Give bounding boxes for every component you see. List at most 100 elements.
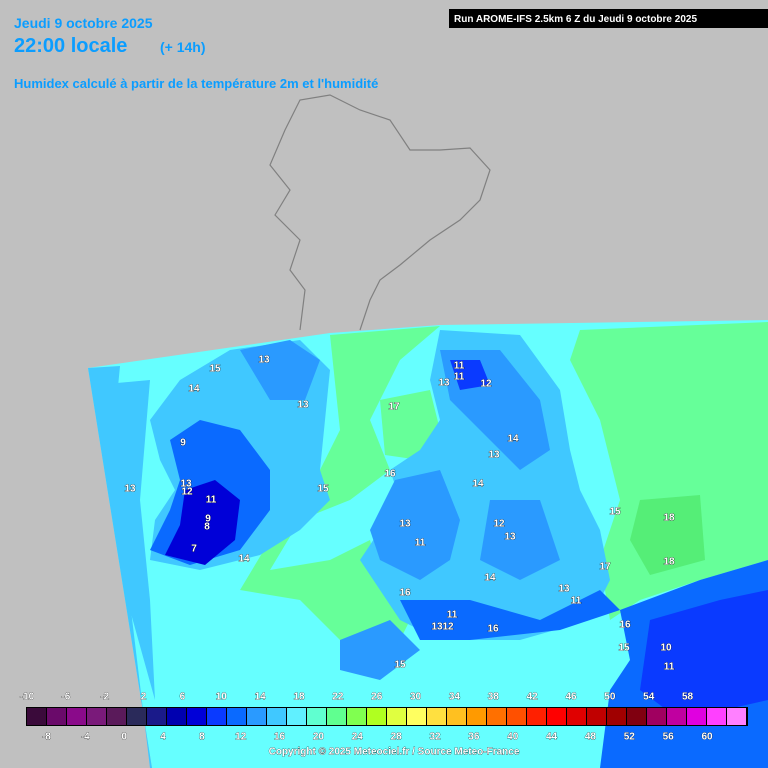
colorbar-label: 18 [293,692,305,703]
land-cool [340,620,420,680]
contour-label: 17 [388,402,400,413]
contour-label: 13 [431,622,443,633]
contour-label: 15 [209,364,221,375]
colorbar-label: -4 [81,732,90,743]
colorbar-swatch [647,708,666,725]
colorbar-label: 58 [682,692,694,703]
contour-label: 16 [399,588,411,599]
colorbar-swatch [287,708,306,725]
colorbar-swatch [347,708,366,725]
contour-label: 13 [504,532,516,543]
colorbar-label: 2 [141,692,147,703]
colorbar-label: 30 [410,692,422,703]
colorbar-label: -10 [20,692,35,703]
colorbar-label: 56 [663,732,675,743]
contour-label: 14 [484,573,496,584]
contour-label: 12 [181,487,193,498]
copyright: Copyright © 2025 Meteociel.fr / Source M… [269,747,520,758]
contour-label: 13 [297,400,309,411]
colorbar-label: 28 [391,732,403,743]
warm-area [630,495,705,575]
colorbar-swatch [467,708,486,725]
contour-label: 13 [258,355,270,366]
colorbar-swatch [507,708,526,725]
contour-label: 13 [399,519,411,530]
colorbar-swatch [627,708,646,725]
sea-area [95,380,155,700]
land-cold [400,590,620,640]
contour-label: 13 [180,479,192,490]
contour-label: 14 [238,554,250,565]
colorbar-label: 38 [488,692,500,703]
colorbar-label: 14 [255,692,267,703]
colorbar-label: 46 [565,692,577,703]
colorbar-swatch [207,708,226,725]
colorbar-label: 20 [313,732,325,743]
domain-edge [88,366,152,768]
contour-label: 14 [188,384,200,395]
contour-label: 16 [384,469,396,480]
contour-label: 13 [488,450,500,461]
colorbar-label: 22 [332,692,344,703]
colorbar-swatch [367,708,386,725]
colorbar-label: 42 [527,692,539,703]
land-colder [450,360,490,390]
colorbar-label: 12 [235,732,247,743]
colorbar-label: 16 [274,732,286,743]
colorbar-label: 24 [352,732,364,743]
colorbar-label: 44 [546,732,558,743]
time: 22:00 locale [14,35,127,57]
colorbar-swatch [27,708,46,725]
contour-label: 16 [619,620,631,631]
colorbar-label: 0 [121,732,127,743]
contour-label: 13 [438,378,450,389]
land-colder [640,590,768,720]
colorbar-swatch [487,708,506,725]
colorbar-swatch [687,708,706,725]
colorbar-swatch [47,708,66,725]
colorbar-label: -6 [61,692,70,703]
contour-label: 8 [204,522,210,533]
contour-label: 17 [599,562,611,573]
colorbar-label: 4 [160,732,166,743]
colorbar-swatch [187,708,206,725]
colorbar-swatch [707,708,726,725]
contour-label: 18 [663,513,675,524]
coastline [269,94,491,331]
offset: (+ 14h) [160,39,206,55]
contour-label: 12 [442,622,454,633]
colorbar-label: -8 [42,732,51,743]
contour-label: 14 [507,434,519,445]
contour-label: 15 [609,507,621,518]
colorbar-swatch [527,708,546,725]
colorbar-swatch [227,708,246,725]
contour-label: 7 [191,544,197,555]
colorbar-label: 26 [371,692,383,703]
date: Jeudi 9 octobre 2025 [14,15,153,31]
colorbar-swatch [267,708,286,725]
contour-label: 11 [664,662,675,673]
colorbar-label: 36 [468,732,480,743]
colorbar-label: 52 [624,732,636,743]
contour-label: 12 [493,519,505,530]
colorbar-swatch [607,708,626,725]
colorbar-swatch [567,708,586,725]
contour-label: 15 [317,484,329,495]
colorbar-swatch [727,708,746,725]
contour-label: 15 [618,643,630,654]
colorbar-swatch [247,708,266,725]
contour-label: 9 [180,438,186,449]
contour-label: 11 [206,495,217,506]
colorbar-label: 6 [180,692,186,703]
colorbar-label: 40 [507,732,519,743]
contour-label: 11 [571,596,582,607]
colorbar-swatch [387,708,406,725]
colorbar-label: 60 [701,732,713,743]
colorbar-label: 8 [199,732,205,743]
run-box [449,9,768,28]
contour-label: 14 [472,479,484,490]
colorbar-swatch [327,708,346,725]
contour-label: 11 [454,361,465,372]
colorbar-swatch [67,708,86,725]
